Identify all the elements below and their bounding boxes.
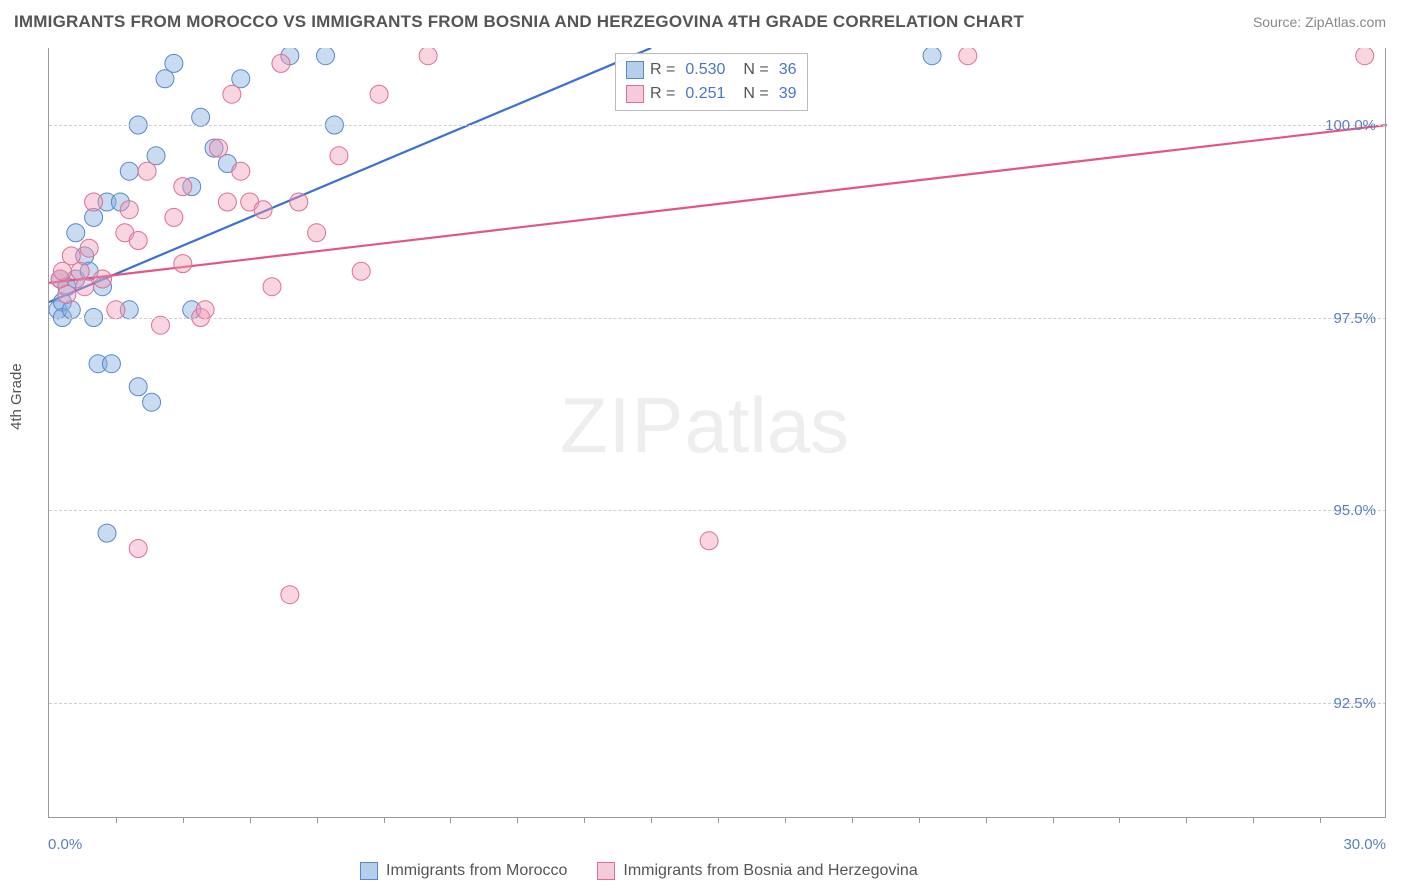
- data-point: [290, 193, 308, 211]
- data-point: [700, 532, 718, 550]
- chart-title: IMMIGRANTS FROM MOROCCO VS IMMIGRANTS FR…: [14, 12, 1024, 32]
- x-tick: [852, 817, 853, 823]
- data-point: [174, 255, 192, 273]
- data-point: [330, 147, 348, 165]
- x-max-label: 30.0%: [1343, 836, 1386, 853]
- data-point: [58, 285, 76, 303]
- x-min-label: 0.0%: [48, 836, 82, 853]
- data-point: [1356, 48, 1374, 65]
- data-point: [192, 108, 210, 126]
- data-point: [218, 193, 236, 211]
- data-point: [129, 378, 147, 396]
- stat-r-label: R =: [650, 61, 675, 79]
- data-point: [107, 301, 125, 319]
- data-point: [281, 586, 299, 604]
- legend-swatch-icon: [360, 862, 378, 880]
- data-point: [120, 201, 138, 219]
- plot-area: [48, 48, 1386, 818]
- data-point: [223, 85, 241, 103]
- stat-row: R = 0.530 N = 36: [626, 58, 797, 82]
- x-tick: [584, 817, 585, 823]
- data-point: [152, 316, 170, 334]
- y-tick-label: 95.0%: [1296, 502, 1376, 519]
- data-point: [232, 162, 250, 180]
- legend-label: Immigrants from Morocco: [386, 862, 567, 880]
- y-tick-label: 100.0%: [1296, 117, 1376, 134]
- data-point: [254, 201, 272, 219]
- x-tick: [986, 817, 987, 823]
- stat-r-value: 0.530: [681, 61, 725, 79]
- source-label: Source: ZipAtlas.com: [1253, 14, 1386, 30]
- x-tick: [517, 817, 518, 823]
- x-tick: [785, 817, 786, 823]
- data-point: [263, 278, 281, 296]
- data-point: [94, 270, 112, 288]
- data-point: [138, 162, 156, 180]
- correlation-stat-box: R = 0.530 N = 36 R = 0.251 N = 39: [615, 53, 808, 111]
- data-point: [129, 232, 147, 250]
- x-tick: [1119, 817, 1120, 823]
- stat-r-value: 0.251: [681, 85, 725, 103]
- x-tick: [1320, 817, 1321, 823]
- y-tick-label: 97.5%: [1296, 310, 1376, 327]
- legend-swatch-icon: [626, 61, 644, 79]
- grid-line: [49, 125, 1386, 126]
- data-point: [272, 54, 290, 72]
- grid-line: [49, 703, 1386, 704]
- x-tick: [317, 817, 318, 823]
- data-point: [129, 540, 147, 558]
- grid-line: [49, 318, 1386, 319]
- stat-row: R = 0.251 N = 39: [626, 82, 797, 106]
- data-point: [196, 301, 214, 319]
- x-tick: [183, 817, 184, 823]
- data-point: [352, 262, 370, 280]
- data-point: [76, 278, 94, 296]
- legend-item: Immigrants from Morocco: [360, 862, 567, 880]
- stat-r-label: R =: [650, 85, 675, 103]
- legend-swatch-icon: [597, 862, 615, 880]
- x-tick: [651, 817, 652, 823]
- data-point: [419, 48, 437, 65]
- data-point: [165, 208, 183, 226]
- x-tick: [1053, 817, 1054, 823]
- data-point: [209, 139, 227, 157]
- data-point: [923, 48, 941, 65]
- legend-swatch-icon: [626, 85, 644, 103]
- x-tick: [116, 817, 117, 823]
- data-point: [67, 224, 85, 242]
- x-tick: [450, 817, 451, 823]
- stat-n-label: N =: [743, 85, 768, 103]
- data-point: [102, 355, 120, 373]
- data-point: [165, 54, 183, 72]
- x-tick: [1253, 817, 1254, 823]
- data-point: [98, 524, 116, 542]
- x-tick: [718, 817, 719, 823]
- data-point: [959, 48, 977, 65]
- data-point: [174, 178, 192, 196]
- x-tick: [919, 817, 920, 823]
- data-point: [80, 239, 98, 257]
- legend-label: Immigrants from Bosnia and Herzegovina: [623, 862, 917, 880]
- stat-n-label: N =: [743, 61, 768, 79]
- x-tick: [250, 817, 251, 823]
- stat-n-value: 39: [775, 85, 797, 103]
- data-point: [317, 48, 335, 65]
- x-tick: [384, 817, 385, 823]
- data-point: [120, 162, 138, 180]
- data-point: [370, 85, 388, 103]
- data-point: [143, 393, 161, 411]
- y-tick-label: 92.5%: [1296, 695, 1376, 712]
- data-point: [85, 193, 103, 211]
- data-point: [308, 224, 326, 242]
- x-tick: [1186, 817, 1187, 823]
- legend-item: Immigrants from Bosnia and Herzegovina: [597, 862, 917, 880]
- stat-n-value: 36: [775, 61, 797, 79]
- y-axis-title: 4th Grade: [8, 363, 25, 430]
- bottom-legend: Immigrants from Morocco Immigrants from …: [360, 862, 918, 880]
- plot-right-border: [1385, 48, 1386, 818]
- grid-line: [49, 510, 1386, 511]
